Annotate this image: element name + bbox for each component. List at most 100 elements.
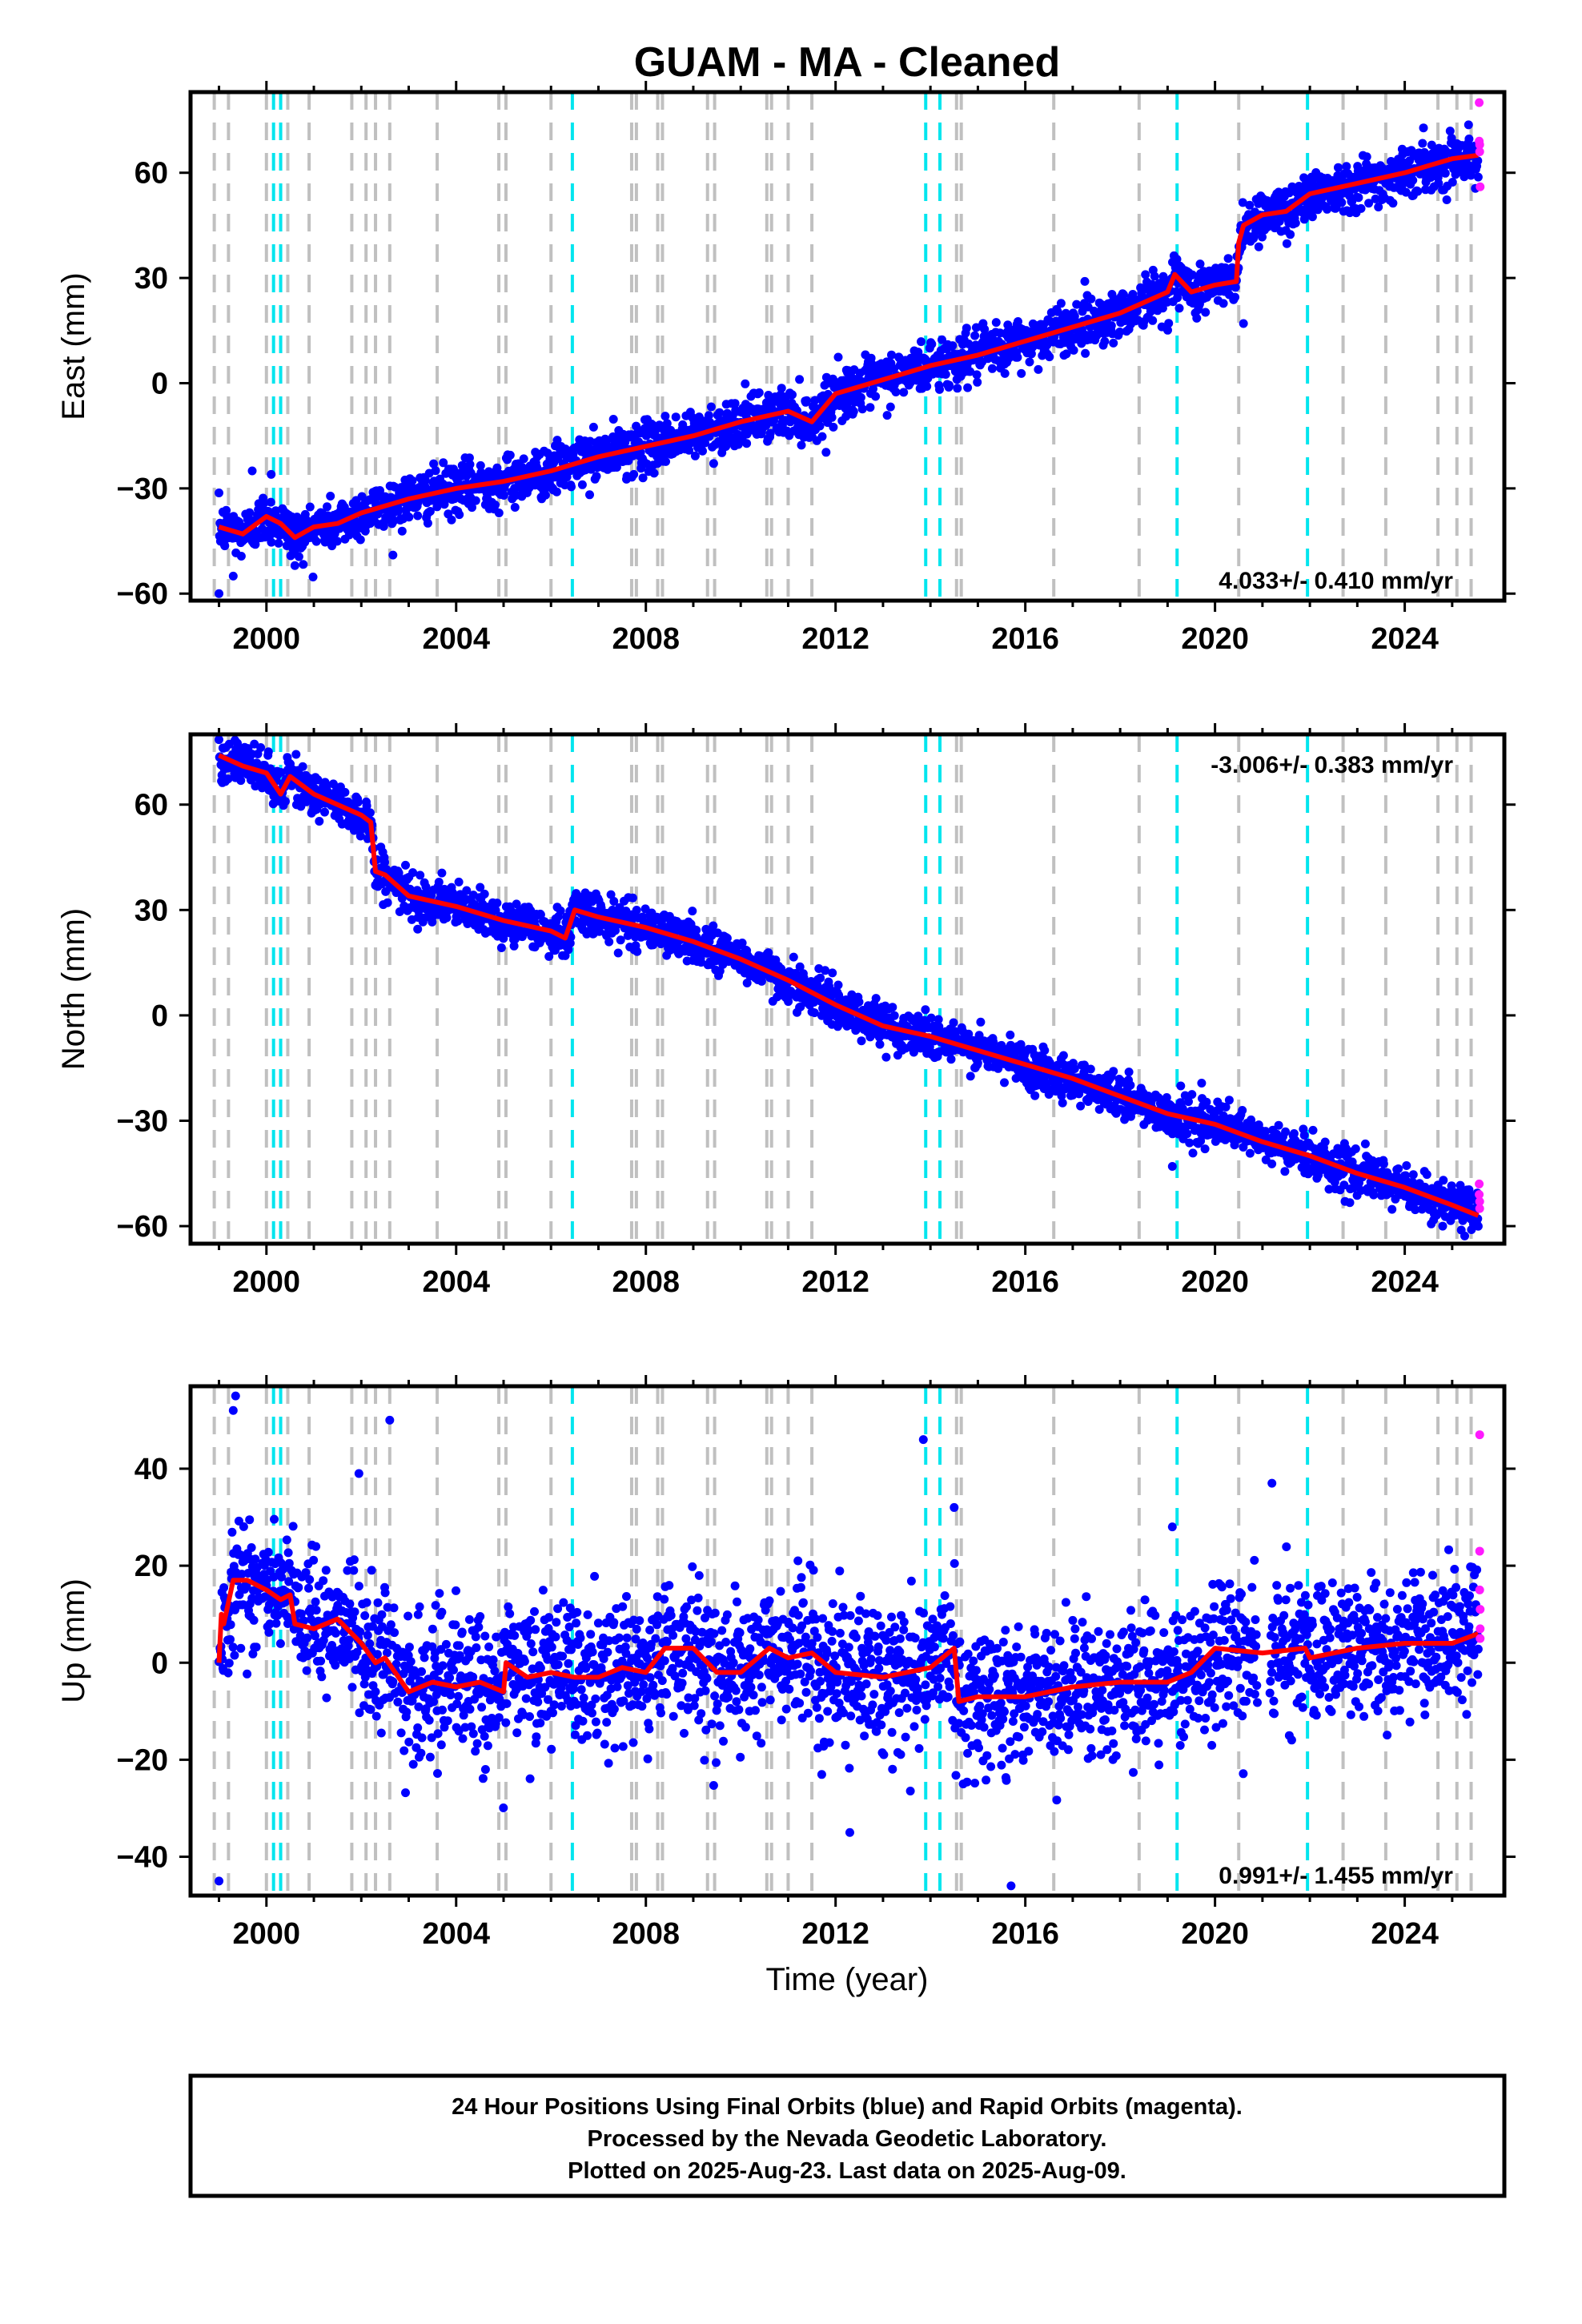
data-point bbox=[429, 459, 439, 468]
data-point bbox=[1086, 1064, 1095, 1074]
data-point bbox=[1267, 1159, 1277, 1168]
data-point bbox=[465, 460, 475, 469]
data-point bbox=[1245, 1148, 1255, 1158]
data-point bbox=[1185, 1138, 1195, 1148]
data-point bbox=[1291, 219, 1300, 227]
data-point bbox=[741, 379, 750, 388]
data-point bbox=[821, 966, 830, 975]
data-point bbox=[263, 747, 273, 757]
data-point bbox=[496, 943, 506, 952]
data-point bbox=[865, 1032, 875, 1042]
data-point bbox=[802, 396, 812, 405]
data-point bbox=[276, 768, 286, 777]
data-point bbox=[953, 384, 962, 393]
data-point bbox=[577, 480, 587, 489]
plot-area bbox=[212, 92, 1483, 601]
data-point bbox=[827, 412, 837, 422]
data-point bbox=[856, 392, 865, 402]
data-point bbox=[1025, 357, 1034, 367]
data-point bbox=[1440, 168, 1450, 178]
data-point bbox=[854, 997, 864, 1007]
data-point bbox=[1445, 127, 1455, 136]
data-point bbox=[888, 1003, 897, 1012]
data-point bbox=[962, 324, 971, 333]
y-axis-label: East (mm) bbox=[56, 272, 91, 420]
data-point bbox=[697, 958, 706, 967]
data-point bbox=[1261, 1127, 1271, 1136]
data-point bbox=[220, 541, 230, 551]
data-point bbox=[857, 404, 867, 414]
data-point bbox=[963, 383, 973, 392]
data-point bbox=[1162, 1093, 1171, 1102]
data-point bbox=[1187, 1090, 1197, 1100]
data-point bbox=[958, 348, 967, 358]
data-point bbox=[913, 1011, 923, 1021]
data-point bbox=[1196, 1136, 1206, 1146]
data-point bbox=[453, 916, 463, 926]
data-point bbox=[1045, 352, 1054, 362]
data-point bbox=[308, 573, 318, 581]
data-point bbox=[291, 750, 301, 759]
data-point bbox=[1079, 1060, 1089, 1070]
data-point bbox=[1115, 328, 1125, 336]
data-point bbox=[970, 331, 980, 340]
data-point bbox=[964, 1029, 974, 1039]
data-point bbox=[833, 980, 843, 990]
data-point bbox=[505, 450, 515, 460]
data-point bbox=[661, 456, 670, 466]
x-tick-label: 2020 bbox=[1181, 622, 1249, 656]
data-point bbox=[491, 906, 500, 915]
data-point bbox=[215, 489, 223, 497]
data-point bbox=[1466, 171, 1476, 180]
data-point bbox=[305, 502, 315, 512]
data-point bbox=[588, 422, 598, 432]
data-point bbox=[849, 407, 858, 416]
data-point bbox=[948, 341, 958, 351]
data-point bbox=[323, 502, 331, 512]
data-point bbox=[882, 411, 892, 420]
data-point bbox=[1013, 352, 1022, 362]
data-point bbox=[266, 497, 275, 507]
data-point bbox=[662, 419, 672, 428]
data-point bbox=[612, 463, 621, 472]
panels-group: 2000 2004 2008 2012 2016 2020 2024−60−3003060E… bbox=[56, 81, 1516, 1951]
data-point bbox=[1109, 338, 1118, 348]
data-point bbox=[606, 890, 616, 899]
data-point bbox=[722, 934, 732, 943]
data-point bbox=[839, 376, 849, 385]
rapid-point bbox=[1475, 140, 1484, 150]
data-point bbox=[821, 448, 831, 457]
data-point bbox=[1223, 254, 1233, 263]
data-point bbox=[383, 898, 392, 907]
data-point bbox=[980, 324, 990, 334]
data-point bbox=[1231, 292, 1240, 302]
data-point bbox=[380, 858, 389, 867]
data-point bbox=[1182, 1129, 1192, 1139]
data-point bbox=[423, 518, 432, 528]
data-point bbox=[1281, 1127, 1291, 1136]
data-point bbox=[1354, 193, 1363, 203]
data-point bbox=[966, 367, 975, 376]
data-point bbox=[715, 408, 725, 417]
data-point bbox=[509, 941, 519, 951]
data-point bbox=[909, 1047, 918, 1057]
data-point bbox=[1282, 239, 1291, 248]
data-point bbox=[972, 370, 982, 380]
data-point bbox=[379, 521, 388, 531]
data-point bbox=[1464, 120, 1473, 130]
data-point bbox=[1364, 199, 1374, 208]
data-point bbox=[1058, 1051, 1068, 1060]
data-point bbox=[491, 501, 500, 509]
data-point bbox=[616, 935, 625, 945]
data-point bbox=[519, 454, 528, 464]
data-point bbox=[1245, 200, 1255, 210]
data-point bbox=[795, 962, 805, 971]
data-point bbox=[1056, 299, 1066, 308]
data-point bbox=[1224, 1096, 1234, 1105]
data-point bbox=[223, 774, 233, 784]
data-point bbox=[552, 436, 562, 445]
data-point bbox=[1274, 1120, 1283, 1130]
data-point bbox=[388, 550, 398, 560]
data-point bbox=[757, 976, 766, 986]
data-point bbox=[742, 439, 752, 448]
